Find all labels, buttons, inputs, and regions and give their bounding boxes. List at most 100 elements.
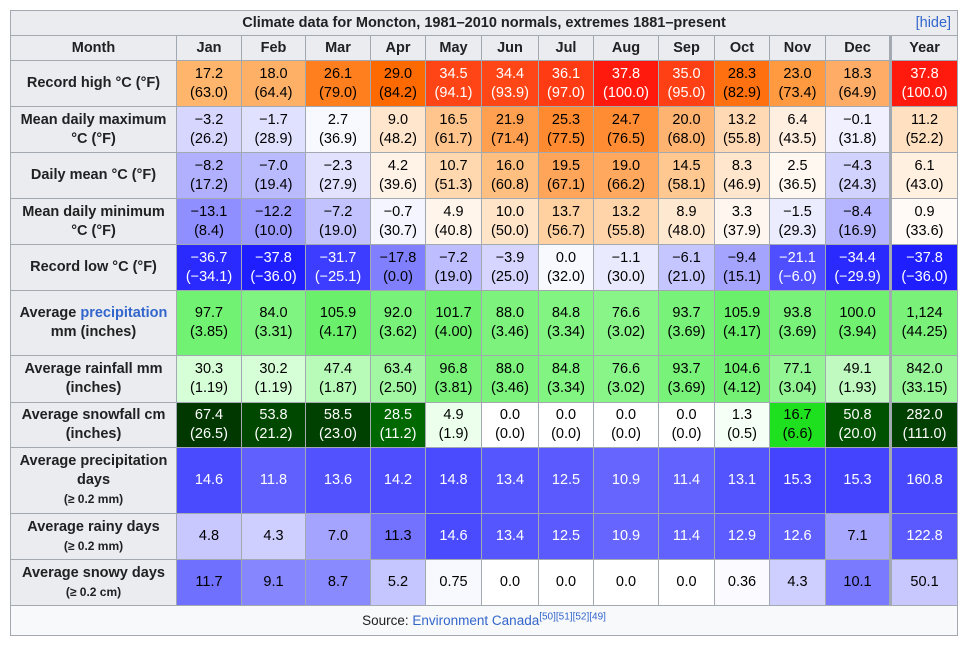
data-row: Average snowfall cm (inches) 67.4 (26.5) 53… [10,402,959,448]
row-label-end: mm (inches) [50,324,137,340]
cell-value: 0.75 [439,574,468,590]
cell-value: −34.4 [839,249,876,266]
cell-value: (1.19) [254,380,293,396]
cell-value: 0.0 [499,574,521,590]
data-cell: −21.1 (−6.0) [769,244,826,291]
cell-value: (3.69) [667,380,706,396]
row-label: Average rainfall mm (inches) [24,361,163,396]
cell-value: (64.4) [254,84,293,101]
column-header: Dec [825,35,891,61]
cell-value: 4.8 [198,528,220,544]
cell-value: 8.3 [731,157,753,174]
column-header: Jul [538,35,594,61]
data-cell: 4.3 [241,513,306,560]
data-cell: 0.0 (0.0) [538,402,594,448]
cell-value: (10.0) [254,222,293,239]
data-cell: 17.2 (63.0) [176,60,242,107]
cell-value: (68.0) [667,130,706,147]
row-header: Mean daily maximum °C (°F) [10,106,177,153]
data-cell: 11.7 [176,559,242,606]
cell-value: 160.8 [906,472,943,488]
cell-value: (94.1) [434,84,473,101]
data-cell: 13.6 [305,447,371,514]
cell-value: 14.6 [439,528,468,544]
cell-value: (3.46) [491,380,529,396]
cell-value: 0.0 [555,574,577,590]
data-cell: 15.3 [825,447,891,514]
reference-link[interactable]: [49] [589,611,606,623]
source-link[interactable]: Environment Canada [412,613,540,628]
reference-link[interactable]: [51] [555,611,573,623]
cell-value: 37.8 [910,65,939,82]
cell-value: (43.0) [905,176,944,193]
data-cell: 1,124 (44.25) [888,290,959,356]
row-note: (≥ 0.2 cm) [65,584,122,599]
reference-link[interactable]: [52] [572,611,590,623]
cell-value: (39.6) [379,176,417,193]
cell-value: (26.2) [190,130,228,147]
cell-value: 122.8 [906,528,943,544]
row-label-link[interactable]: precipitation [80,305,168,321]
cell-value: (2.50) [379,380,417,396]
cell-value: 20.0 [672,111,701,128]
row-label: Average [19,305,81,321]
references: [50][51][52][49] [539,612,606,623]
data-cell: 28.5 (11.2) [370,402,426,448]
row-label: Average precipitation days [19,453,168,488]
cell-value: 12.9 [727,528,757,544]
cell-value: (93.9) [491,84,529,101]
data-row: Average rainy days (≥ 0.2 mm) 4.8 4.3 7.0 11.… [10,513,959,560]
row-header: Average precipitation days (≥ 0.2 mm) [10,447,177,514]
data-cell: 93.8 (3.69) [769,290,826,356]
cell-value: 6.4 [787,111,808,128]
data-cell: 15.3 [769,447,826,514]
cell-value: 19.5 [551,157,581,174]
data-cell: 104.6 (4.12) [714,355,770,403]
cell-value: (36.9) [319,130,357,147]
cell-value: 34.5 [439,65,468,82]
data-cell: 11.4 [658,447,715,514]
row-note: (≥ 0.2 mm) [63,538,124,553]
hide-toggle[interactable]: [hide] [915,15,952,31]
data-cell: 13.7 (56.7) [538,198,594,245]
cell-value: (26.5) [190,426,228,442]
cell-value: 842.0 [906,361,943,377]
cell-value: 37.8 [611,65,641,82]
cell-value: 1,124 [906,305,943,321]
cell-value: (44.25) [901,324,948,340]
cell-value: (29.3) [778,222,817,239]
reference-link[interactable]: [50] [539,611,556,623]
cell-value: 9.0 [387,111,409,128]
cell-value: (84.2) [379,84,417,101]
cell-value: (63.0) [190,84,228,101]
cell-value: 76.6 [611,305,641,321]
cell-value: −13.1 [190,203,228,220]
data-cell: −37.8 (−36.0) [241,244,306,291]
data-cell: 49.1 (1.93) [825,355,891,403]
cell-value: (3.69) [667,324,706,340]
cell-value: 58.5 [323,407,353,423]
data-cell: 20.0 (68.0) [658,106,715,153]
cell-value: 7.1 [847,528,868,544]
cell-value: 14.5 [672,157,701,174]
cell-value: 104.6 [723,361,761,377]
cell-value: (−25.1) [314,268,362,285]
cell-value: 12.6 [783,528,812,544]
cell-value: (30.0) [607,268,645,285]
cell-value: 14.2 [383,472,413,488]
cell-value: −31.7 [319,249,357,266]
cell-value: (30.7) [379,222,417,239]
data-cell: 93.7 (3.69) [658,355,715,403]
data-cell: 105.9 (4.17) [305,290,371,356]
cell-value: (58.1) [667,176,706,193]
cell-value: 67.4 [194,407,224,423]
data-cell: 8.3 (46.9) [714,152,770,199]
data-cell: 100.0 (3.94) [825,290,891,356]
data-cell: −36.7 (−34.1) [176,244,242,291]
cell-value: 0.9 [914,203,935,220]
cell-value: (48.2) [379,130,417,147]
cell-value: (4.17) [723,324,761,340]
data-cell: 2.7 (36.9) [305,106,371,153]
data-cell: −13.1 (8.4) [176,198,242,245]
cell-value: (0.0) [551,426,581,442]
